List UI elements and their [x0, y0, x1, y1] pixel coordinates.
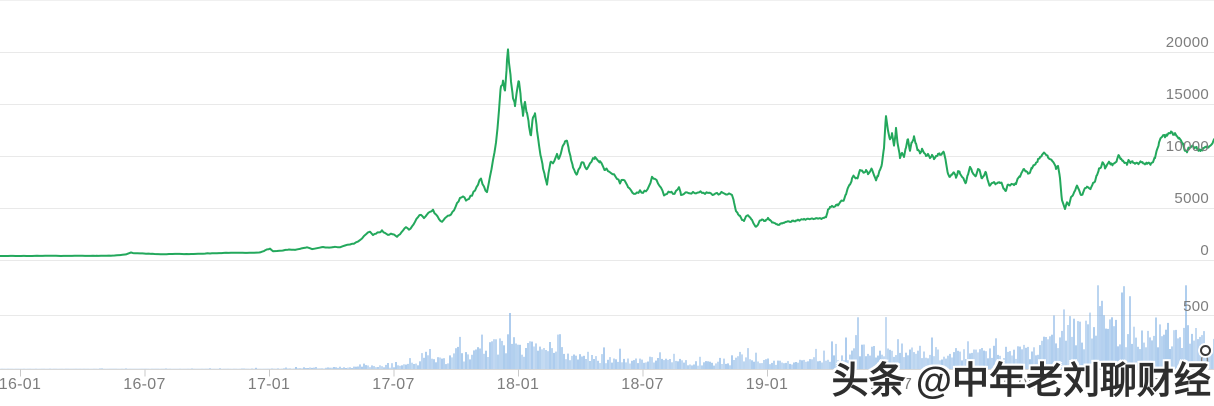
price-axis-label-20000: 20000 — [1165, 33, 1209, 51]
watermark-circle-icon — [1200, 345, 1211, 356]
price-axis-label-15000: 15000 — [1165, 85, 1209, 103]
x-axis-label-20-01: 20-01 — [994, 376, 1037, 393]
x-axis-label-17-01: 17-01 — [247, 376, 291, 393]
x-axis-label-20-07: 20-07 — [1118, 376, 1162, 393]
x-axis-label-16-07: 16-07 — [123, 376, 166, 393]
x-axis-label-16-01: 16-01 — [0, 376, 42, 393]
x-axis-label-18-07: 18-07 — [621, 376, 664, 393]
x-axis-label-19-07: 19-07 — [869, 376, 913, 393]
watermark: 头条 @中年老刘聊财经 — [831, 360, 1211, 401]
price-axis-label-5000: 5000 — [1174, 189, 1209, 207]
volume-axis-label-500: 500 — [1183, 297, 1209, 315]
price-axis-label-0: 0 — [1200, 241, 1209, 259]
x-axis-label-19-01: 19-01 — [745, 376, 789, 393]
price-axis-label-10000: 10000 — [1165, 137, 1209, 155]
x-axis-label-17-07: 17-07 — [372, 376, 415, 393]
x-axis-label-18-01: 18-01 — [496, 376, 540, 393]
volume-axis-label-0: 0 — [1200, 351, 1209, 369]
